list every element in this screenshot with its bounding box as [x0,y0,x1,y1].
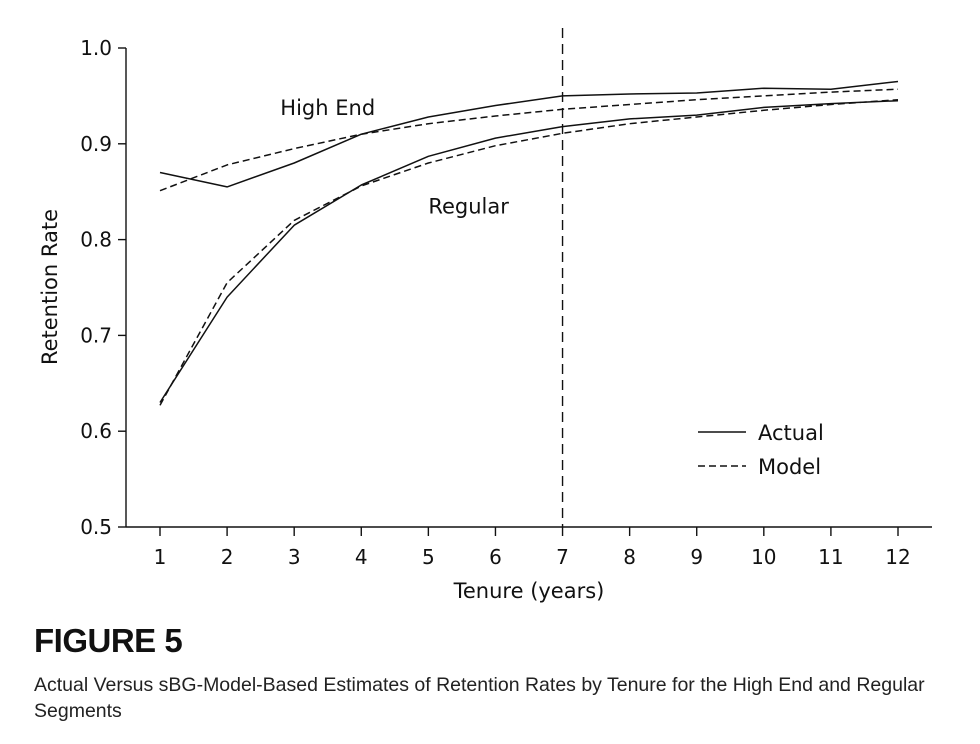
y-tick-label: 0.6 [80,419,112,443]
x-tick-label: 9 [690,545,703,569]
legend-label-actual: Actual [758,421,824,445]
y-tick-label: 0.5 [80,515,112,539]
y-tick-label: 1.0 [80,36,112,60]
figure-caption: Actual Versus sBG-Model-Based Estimates … [34,674,925,722]
annotation-regular: Regular [428,195,509,219]
x-tick-label: 12 [885,545,910,569]
y-tick-label: 0.9 [80,132,112,156]
regular-model-line [159,98,899,406]
x-axis-label: Tenure (years) [453,579,605,603]
figure-label: FIGURE 5 [34,622,183,659]
x-tick-label: 4 [355,545,368,569]
x-tick-label: 1 [154,545,167,569]
x-tick-label: 7 [556,545,569,569]
x-tick-label: 3 [288,545,301,569]
regular-actual-line [159,99,899,403]
high-end-model-line [159,88,899,192]
x-tick-label: 6 [489,545,502,569]
y-tick-label: 0.8 [80,228,112,252]
x-tick-label: 5 [422,545,435,569]
legend-label-model: Model [758,455,821,479]
x-tick-label: 11 [818,545,843,569]
x-tick-label: 8 [623,545,636,569]
high-end-actual-line [159,80,899,188]
y-axis-label: Retention Rate [38,209,62,365]
x-tick-label: 2 [221,545,234,569]
x-tick-label: 10 [751,545,776,569]
annotation-high-end: High End [280,96,375,120]
y-tick-label: 0.7 [80,323,112,347]
